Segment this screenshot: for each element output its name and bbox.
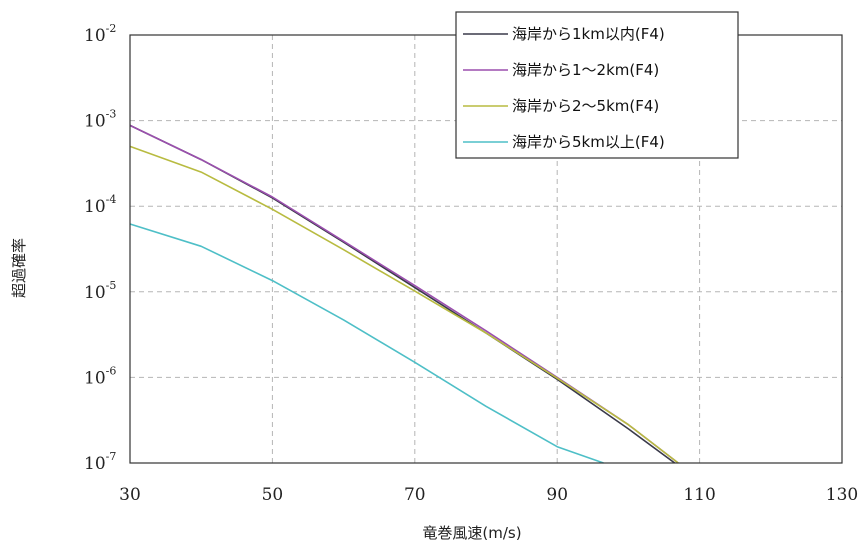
- y-tick-label: 10-6: [84, 364, 116, 388]
- series-line: [129, 124, 679, 464]
- x-tick-label: 130: [826, 485, 858, 505]
- x-tick-labels: 30 50 70 90 110 130: [119, 485, 858, 505]
- y-axis-label: 超過確率: [10, 238, 28, 298]
- y-tick-labels: 10-7 10-6 10-5 10-4 10-3 10-2: [84, 22, 116, 474]
- y-tick-label: 10-4: [84, 193, 116, 217]
- x-tick-label: 30: [119, 485, 141, 505]
- series-line: [129, 223, 604, 464]
- legend-label: 海岸から1～2km(F4): [512, 61, 659, 79]
- legend-box: [455, 11, 739, 159]
- x-tick-label: 50: [262, 485, 284, 505]
- y-tick-label: 10-7: [84, 450, 116, 474]
- x-axis-label: 竜巻風速(m/s): [422, 524, 521, 542]
- x-tick-label: 110: [683, 485, 715, 505]
- x-tick-label: 90: [546, 485, 568, 505]
- legend: 海岸から1km以内(F4) 海岸から1～2km(F4) 海岸から2～5km(F4) 海…: [455, 11, 739, 159]
- series-line: [129, 124, 676, 464]
- legend-label: 海岸から5km以上(F4): [512, 133, 665, 151]
- y-tick-label: 10-2: [84, 22, 116, 46]
- y-tick-label: 10-3: [84, 108, 116, 132]
- y-tick-label: 10-5: [84, 279, 116, 303]
- series-line: [129, 145, 679, 464]
- x-tick-label: 70: [404, 485, 426, 505]
- series-layer: [129, 124, 679, 464]
- legend-label: 海岸から1km以内(F4): [512, 25, 665, 43]
- legend-label: 海岸から2～5km(F4): [512, 97, 659, 115]
